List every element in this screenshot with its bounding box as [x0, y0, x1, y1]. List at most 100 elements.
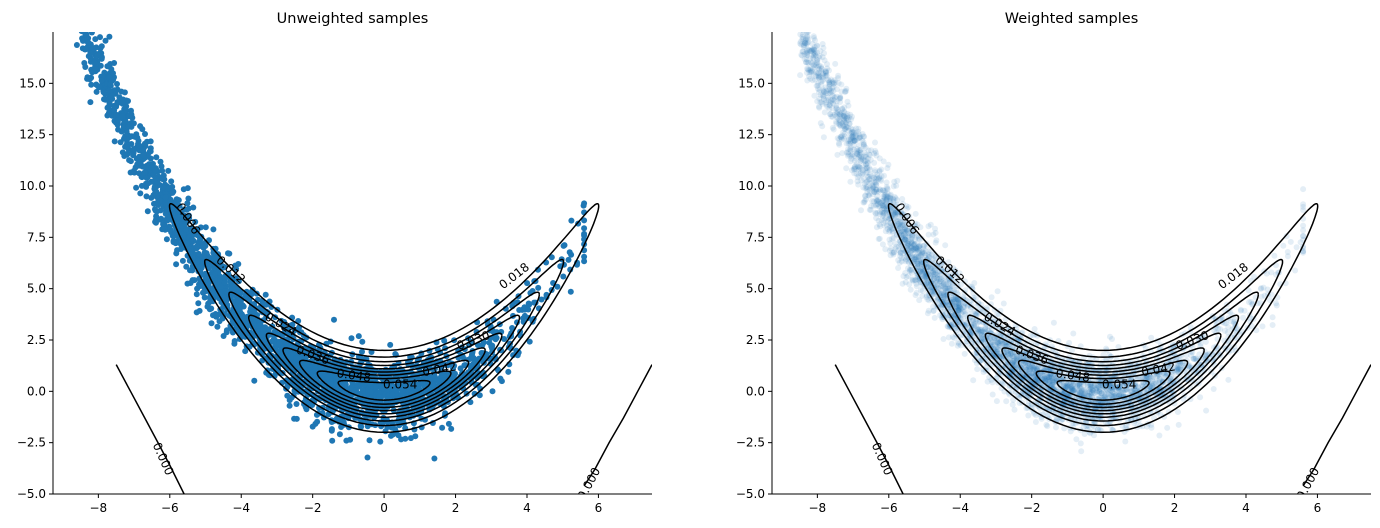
scatter-point	[905, 204, 912, 211]
scatter-point	[816, 73, 823, 80]
scatter-point	[1116, 392, 1123, 399]
scatter-point	[912, 244, 919, 251]
scatter-point	[1011, 357, 1018, 364]
scatter-point	[918, 269, 925, 276]
scatter-point	[1041, 375, 1047, 382]
scatter-point	[999, 340, 1006, 346]
scatter-point	[851, 164, 858, 171]
scatter-point	[1063, 383, 1070, 390]
scatter-point	[1094, 382, 1101, 389]
scatter-point	[958, 306, 964, 312]
scatter-point	[220, 263, 227, 270]
scatter-point	[934, 271, 941, 278]
scatter-point	[860, 156, 867, 163]
scatter-point	[930, 273, 937, 280]
scatter-point	[871, 178, 878, 185]
scatter-point	[197, 283, 204, 289]
scatter-point	[833, 86, 840, 93]
scatter-point	[1144, 375, 1151, 382]
scatter-point	[874, 193, 881, 199]
scatter-point	[913, 245, 920, 252]
scatter-point	[837, 134, 844, 140]
scatter-point	[856, 164, 863, 171]
scatter-point	[159, 226, 166, 233]
scatter-point	[165, 167, 172, 174]
scatter-point	[897, 221, 904, 228]
scatter-point	[82, 46, 89, 53]
scatter-point	[1089, 393, 1095, 400]
scatter-point	[850, 134, 857, 141]
scatter-point	[816, 62, 823, 69]
scatter-point	[977, 329, 984, 336]
scatter-point	[1035, 364, 1042, 371]
scatter-point	[196, 263, 203, 270]
scatter-point	[833, 98, 840, 105]
scatter-point	[884, 226, 891, 232]
scatter-point	[952, 294, 959, 301]
scatter-point	[812, 37, 818, 44]
scatter-point	[1284, 253, 1291, 260]
scatter-point	[802, 40, 809, 47]
scatter-point	[1300, 186, 1307, 193]
scatter-point	[800, 32, 805, 33]
scatter-point	[930, 308, 937, 315]
scatter-point	[802, 40, 809, 47]
scatter-point	[933, 277, 940, 284]
scatter-point	[1013, 368, 1020, 375]
scatter-point	[828, 113, 835, 120]
scatter-point	[867, 171, 874, 178]
scatter-point	[101, 96, 107, 103]
scatter-point	[857, 157, 864, 164]
scatter-point	[917, 250, 924, 257]
scatter-point	[873, 198, 880, 205]
scatter-point	[851, 158, 858, 164]
scatter-point	[876, 168, 883, 175]
scatter-point	[835, 80, 842, 87]
scatter-point	[1114, 392, 1121, 399]
scatter-point	[830, 88, 837, 94]
scatter-point	[881, 205, 888, 212]
scatter-point	[873, 181, 880, 188]
scatter-point	[1031, 363, 1038, 370]
scatter-point	[1113, 387, 1120, 394]
scatter-point	[857, 154, 864, 161]
scatter-point	[1088, 390, 1095, 396]
scatter-point	[816, 66, 823, 73]
y-tick-label: −5.0	[17, 487, 46, 501]
scatter-point	[1149, 374, 1156, 381]
scatter-point	[1085, 392, 1092, 399]
scatter-point	[816, 54, 823, 61]
scatter-point	[950, 296, 957, 303]
scatter-point	[933, 237, 940, 244]
scatter-point	[1197, 394, 1204, 401]
scatter-point	[210, 226, 217, 233]
scatter-point	[1064, 383, 1071, 390]
scatter-point	[1090, 387, 1096, 394]
scatter-point	[900, 228, 907, 235]
x-tick-label: −6	[161, 501, 179, 515]
scatter-point	[855, 163, 862, 170]
scatter-point	[262, 291, 269, 298]
scatter-point	[133, 184, 140, 191]
scatter-point	[810, 56, 817, 62]
scatter-point	[980, 329, 987, 336]
scatter-point	[831, 94, 838, 101]
scatter-point	[1002, 342, 1009, 348]
scatter-point	[863, 170, 870, 176]
contour-line-0.042	[298, 359, 470, 409]
scatter-point	[820, 93, 827, 100]
scatter-point	[961, 303, 968, 310]
scatter-point	[1297, 239, 1304, 246]
scatter-point	[802, 37, 809, 44]
scatter-point	[878, 166, 885, 173]
scatter-point	[119, 99, 126, 106]
scatter-point	[162, 194, 169, 201]
scatter-point	[936, 265, 943, 272]
scatter-point	[912, 254, 919, 261]
scatter-point	[880, 187, 886, 194]
scatter-point	[948, 322, 955, 328]
scatter-point	[940, 283, 947, 290]
scatter-point	[1098, 390, 1105, 397]
scatter-point	[930, 231, 937, 238]
scatter-point	[826, 105, 833, 112]
